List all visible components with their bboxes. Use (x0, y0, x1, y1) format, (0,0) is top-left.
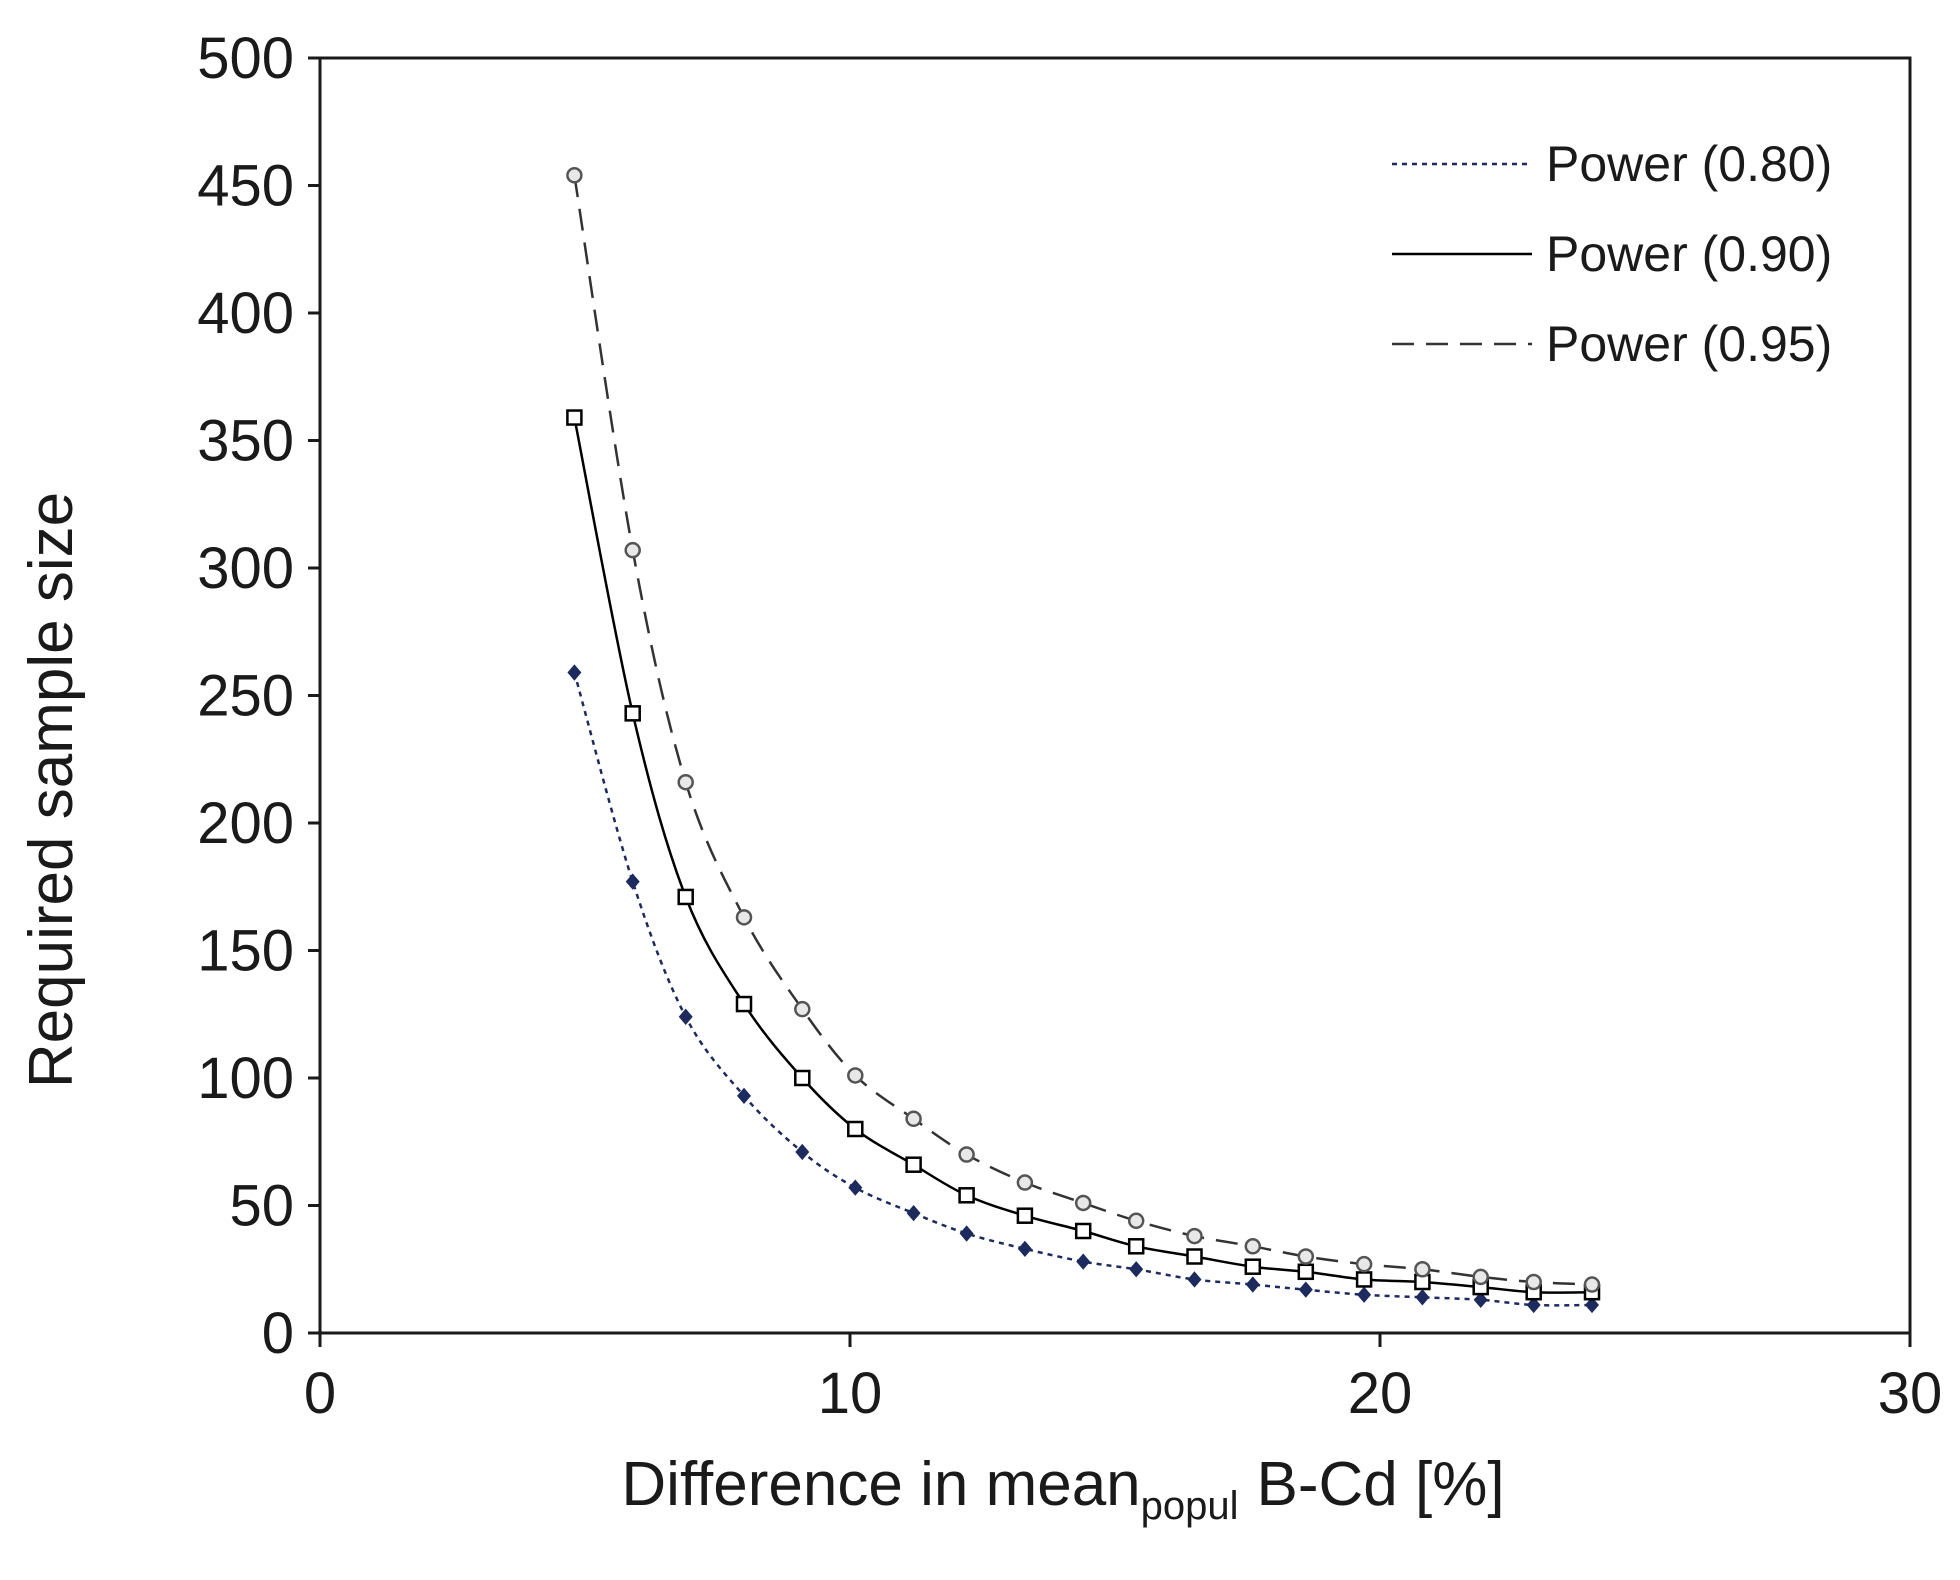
data-point (1127, 1238, 1145, 1255)
data-point (1186, 1248, 1203, 1265)
legend-label: Power (0.95) (1546, 316, 1832, 372)
data-point (624, 541, 641, 559)
data-point (1187, 1271, 1202, 1288)
series-1 (567, 664, 1599, 1314)
data-point (1074, 1194, 1092, 1212)
data-point (1355, 1271, 1373, 1288)
x-axis-title-subscript: popul (1141, 1484, 1239, 1528)
y-tick-label: 200 (197, 791, 294, 856)
data-point (678, 1008, 693, 1025)
data-point (566, 409, 583, 426)
data-point (735, 995, 753, 1013)
y-tick-label: 150 (197, 919, 294, 984)
data-point (795, 1143, 810, 1161)
y-axis-title: Required sample size (17, 492, 86, 1088)
y-tick-label: 300 (197, 536, 294, 601)
data-point (1472, 1268, 1489, 1286)
data-point (1076, 1253, 1091, 1270)
data-point (905, 1156, 922, 1173)
data-point (1585, 1296, 1599, 1314)
data-point (677, 773, 694, 791)
y-tick-label: 0 (262, 1301, 294, 1366)
data-point (677, 888, 694, 906)
data-point (1244, 1238, 1262, 1255)
data-point (1016, 1174, 1034, 1191)
x-axis-title: Difference in meanpopul B-Cd [%] (621, 1450, 1504, 1528)
y-tick-label: 500 (197, 26, 294, 91)
y-tick-label: 250 (197, 664, 294, 729)
data-point (1016, 1207, 1034, 1224)
x-tick-label: 10 (818, 1361, 883, 1426)
x-tick-label: 30 (1878, 1361, 1943, 1426)
data-point (906, 1204, 921, 1222)
data-point (566, 167, 583, 184)
data-point (794, 1069, 811, 1087)
data-point (1414, 1261, 1431, 1278)
data-point (1525, 1273, 1542, 1291)
data-point (624, 705, 641, 722)
x-axis: 0 10 20 30 (304, 1333, 1942, 1426)
data-point (1297, 1263, 1315, 1281)
data-point (848, 1179, 863, 1196)
x-axis-title-main: Difference in mean (621, 1450, 1140, 1519)
x-tick-label: 0 (304, 1361, 336, 1426)
series-line (573, 175, 1593, 1286)
y-axis: 0 50 100 150 200 250 300 350 400 450 500 (197, 26, 320, 1366)
legend-label: Power (0.90) (1546, 226, 1832, 282)
legend-label: Power (0.80) (1546, 136, 1832, 192)
data-point (1017, 1240, 1032, 1258)
data-point (1415, 1289, 1430, 1306)
data-point (1298, 1281, 1313, 1298)
data-point (1129, 1261, 1144, 1278)
data-point (847, 1067, 864, 1084)
legend: Power (0.80) Power (0.90) Power (0.95) (1392, 136, 1832, 372)
data-point (794, 1000, 811, 1018)
data-point (1526, 1296, 1541, 1314)
x-tick-label: 20 (1348, 1361, 1413, 1426)
data-point (905, 1110, 922, 1128)
y-tick-label: 400 (197, 281, 294, 346)
data-point (1355, 1255, 1373, 1273)
data-point (958, 1146, 975, 1163)
data-point (1244, 1258, 1262, 1275)
y-tick-label: 100 (197, 1046, 294, 1111)
y-tick-label: 50 (229, 1174, 294, 1239)
data-point (1297, 1248, 1315, 1265)
data-point (958, 1187, 975, 1204)
data-point (1127, 1212, 1145, 1230)
y-tick-label: 450 (197, 154, 294, 219)
data-point (1074, 1222, 1092, 1240)
series-layer (566, 167, 1601, 1314)
data-point (1357, 1286, 1372, 1303)
x-axis-title-suffix: B-Cd [%] (1257, 1450, 1505, 1519)
data-point (737, 1087, 751, 1105)
data-point (847, 1120, 864, 1138)
series-2 (566, 409, 1601, 1301)
data-point (625, 873, 640, 890)
series-3 (566, 167, 1601, 1293)
data-point (1473, 1291, 1488, 1309)
y-tick-label: 350 (197, 409, 294, 474)
data-point (735, 909, 753, 926)
data-point (1186, 1227, 1203, 1245)
data-point (1583, 1276, 1601, 1293)
data-point (1245, 1276, 1260, 1293)
data-point (567, 664, 582, 681)
data-point (959, 1225, 974, 1242)
series-line (573, 417, 1593, 1294)
